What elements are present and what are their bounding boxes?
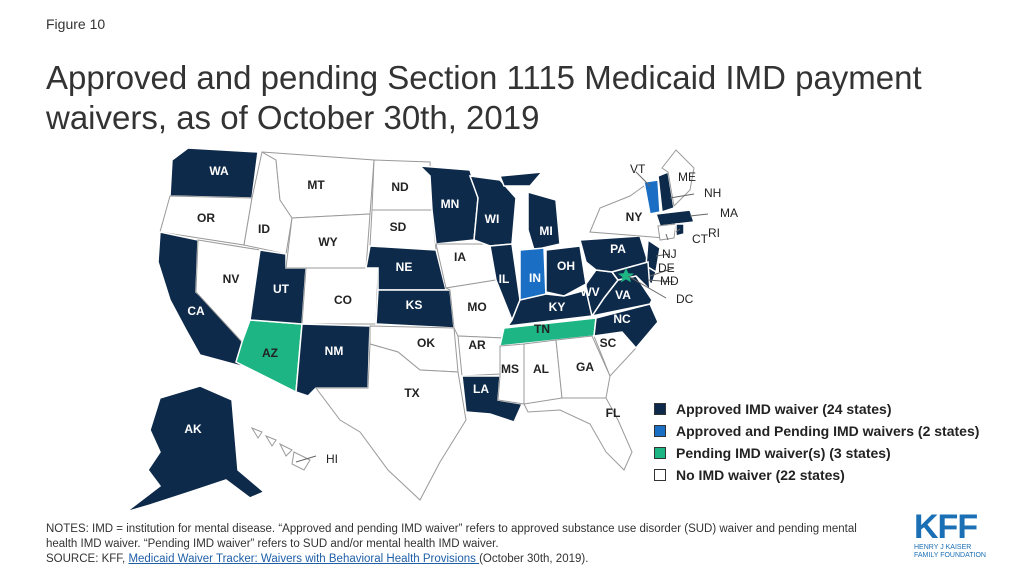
- state-label-AK: AK: [184, 422, 202, 436]
- state-label-KY: KY: [549, 300, 566, 314]
- state-label-NY: NY: [626, 210, 643, 224]
- state-MD: [610, 261, 651, 292]
- state-label-OH: OH: [557, 259, 575, 273]
- page-title: Approved and pending Section 1115 Medica…: [46, 59, 922, 136]
- state-label-MO: MO: [467, 300, 486, 314]
- label-leaders: [295, 171, 709, 463]
- logo-subtitle: HENRY J KAISER FAMILY FOUNDATION: [914, 544, 994, 560]
- state-label-TN: TN: [534, 322, 550, 336]
- legend-label: Approved and Pending IMD waivers (2 stat…: [676, 423, 980, 439]
- legend-label: Approved IMD waiver (24 states): [676, 401, 892, 417]
- state-label-MD: MD: [660, 274, 679, 288]
- kff-logo: KFF HENRY J KAISER FAMILY FOUNDATION: [914, 510, 994, 560]
- legend-label: Pending IMD waiver(s) (3 states): [676, 445, 891, 461]
- state-HI: [250, 426, 311, 471]
- state-AK: [125, 385, 266, 513]
- state-label-NV: NV: [223, 272, 240, 286]
- state-label-FL: FL: [606, 406, 621, 420]
- legend-item-pending: Pending IMD waiver(s) (3 states): [654, 442, 979, 464]
- state-label-HI: HI: [326, 452, 338, 466]
- state-label-ID: ID: [258, 222, 270, 236]
- state-label-ME: ME: [678, 170, 696, 184]
- state-label-AL: AL: [533, 362, 549, 376]
- state-label-WI: WI: [485, 212, 500, 226]
- state-label-NE: NE: [396, 260, 413, 274]
- state-label-NJ: NJ: [662, 247, 677, 261]
- state-label-CA: CA: [187, 304, 205, 318]
- state-labels: WA OR CA NV ID AZ UT MT WY CO NM ND SD NE KS OK TX MN IA MO…: [184, 162, 738, 466]
- state-label-OR: OR: [197, 211, 215, 225]
- legend: Approved IMD waiver (24 states) Approved…: [654, 398, 979, 486]
- state-label-CO: CO: [334, 293, 352, 307]
- state-label-KS: KS: [406, 298, 423, 312]
- state-label-IL: IL: [499, 272, 510, 286]
- state-label-AR: AR: [468, 338, 486, 352]
- state-label-MN: MN: [441, 197, 460, 211]
- state-GA: [555, 335, 611, 399]
- state-label-NH: NH: [704, 186, 721, 200]
- state-label-ND: ND: [391, 180, 409, 194]
- state-TX: [315, 343, 467, 501]
- state-label-IN: IN: [529, 271, 541, 285]
- state-DC: [618, 268, 634, 283]
- state-label-MA: MA: [720, 206, 738, 220]
- legend-item-none: No IMD waiver (22 states): [654, 464, 979, 486]
- figure-label: Figure 10: [46, 16, 106, 32]
- legend-swatch: [654, 403, 666, 415]
- state-CT: [657, 223, 677, 241]
- state-label-RI: RI: [708, 226, 720, 240]
- state-label-MS: MS: [501, 362, 519, 376]
- state-label-VT: VT: [630, 162, 646, 176]
- state-NM: [295, 323, 371, 397]
- state-RI: [675, 223, 685, 237]
- state-NH: [657, 170, 675, 214]
- source-prefix: SOURCE: KFF,: [46, 553, 129, 565]
- legend-swatch: [654, 469, 666, 481]
- legend-swatch: [654, 447, 666, 459]
- state-MA: [654, 209, 696, 227]
- state-label-UT: UT: [273, 282, 290, 296]
- state-label-AZ: AZ: [262, 346, 278, 360]
- source-suffix: (October 30th, 2019).: [479, 553, 589, 565]
- state-label-SC: SC: [600, 336, 617, 350]
- state-label-SD: SD: [390, 220, 407, 234]
- state-label-NC: NC: [613, 312, 631, 326]
- state-label-MT: MT: [307, 178, 325, 192]
- state-MS: [497, 343, 525, 405]
- logo-sub-line: HENRY J KAISER: [914, 544, 972, 551]
- state-FL: [523, 397, 633, 471]
- state-label-GA: GA: [576, 360, 594, 374]
- state-MI: [498, 171, 561, 251]
- state-label-MI: MI: [539, 224, 552, 238]
- state-label-IA: IA: [454, 250, 466, 264]
- legend-label: No IMD waiver (22 states): [676, 467, 845, 483]
- legend-item-approved-pending: Approved and Pending IMD waivers (2 stat…: [654, 420, 979, 442]
- state-OH: [545, 245, 587, 297]
- state-label-NM: NM: [325, 344, 344, 358]
- state-label-WY: WY: [318, 235, 337, 249]
- notes-block: NOTES: IMD = institution for mental dise…: [46, 522, 876, 567]
- legend-swatch: [654, 425, 666, 437]
- legend-item-approved: Approved IMD waiver (24 states): [654, 398, 979, 420]
- state-label-DC: DC: [676, 292, 694, 306]
- state-label-LA: LA: [473, 382, 489, 396]
- state-VT: [643, 179, 661, 215]
- state-label-WV: WV: [580, 285, 599, 299]
- state-label-TX: TX: [404, 386, 419, 400]
- state-label-OK: OK: [417, 336, 435, 350]
- state-label-PA: PA: [610, 242, 626, 256]
- notes-text: NOTES: IMD = institution for mental dise…: [46, 523, 857, 550]
- logo-sub-line: FAMILY FOUNDATION: [914, 552, 986, 559]
- state-label-WA: WA: [209, 164, 229, 178]
- state-ME: [661, 149, 695, 208]
- source-line: SOURCE: KFF, Medicaid Waiver Tracker: Wa…: [46, 552, 876, 567]
- state-label-CT: CT: [692, 232, 709, 246]
- state-MN: [418, 165, 479, 245]
- logo-text: KFF: [914, 508, 978, 546]
- source-link[interactable]: Medicaid Waiver Tracker: Waivers with Be…: [128, 553, 480, 565]
- state-label-DE: DE: [658, 261, 675, 275]
- state-label-VA: VA: [615, 288, 631, 302]
